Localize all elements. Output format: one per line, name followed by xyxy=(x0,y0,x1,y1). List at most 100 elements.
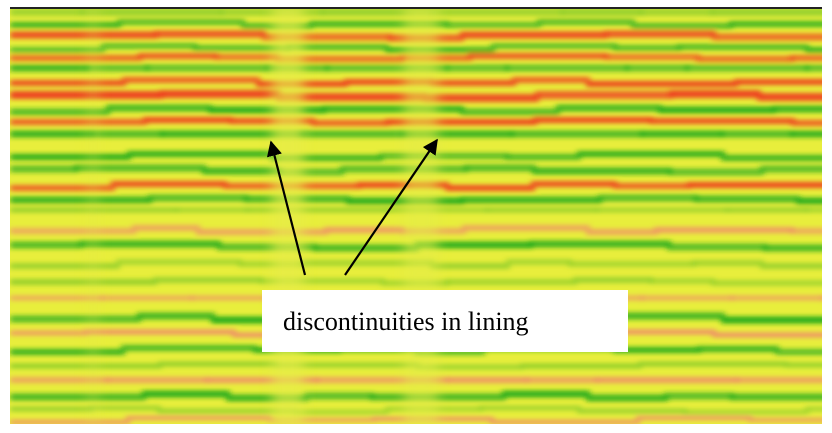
stripe xyxy=(763,245,832,252)
stripe xyxy=(649,118,795,124)
stripe xyxy=(725,208,809,213)
stripe xyxy=(533,117,653,123)
stripe xyxy=(711,280,832,286)
stripe xyxy=(730,296,824,301)
stripe xyxy=(687,182,832,188)
stripe xyxy=(784,363,832,368)
stripe xyxy=(95,208,179,213)
stripe xyxy=(430,80,516,86)
stripe xyxy=(208,107,326,114)
stripe xyxy=(510,131,644,138)
stripe xyxy=(10,331,88,336)
stripe xyxy=(159,90,281,98)
stripe xyxy=(791,120,832,126)
stripe xyxy=(89,406,161,411)
stripe xyxy=(505,154,581,160)
scan-area xyxy=(10,8,832,424)
stripe xyxy=(805,407,832,412)
stripe xyxy=(710,8,832,16)
stripe xyxy=(196,229,328,235)
stripe xyxy=(445,22,541,28)
stripe xyxy=(577,409,687,414)
stripe xyxy=(775,349,832,355)
stripe xyxy=(324,227,404,233)
stripe xyxy=(468,53,608,59)
stripe xyxy=(79,241,221,248)
stripe xyxy=(664,393,734,400)
stripe xyxy=(10,242,83,249)
stripe xyxy=(10,407,93,412)
stripe xyxy=(729,21,832,27)
stripe xyxy=(10,32,158,39)
stripe xyxy=(712,333,832,338)
stripe xyxy=(479,406,581,411)
stripe xyxy=(805,208,832,213)
stripe xyxy=(772,106,832,113)
stripe xyxy=(595,208,729,213)
stripe xyxy=(101,43,197,49)
stripe xyxy=(137,313,215,320)
stripe xyxy=(10,279,157,285)
stripe xyxy=(640,131,724,138)
top-border xyxy=(10,7,822,9)
stripe xyxy=(322,106,464,113)
stripe xyxy=(712,34,832,41)
stripe xyxy=(734,79,832,85)
stripe xyxy=(10,228,136,234)
stripe xyxy=(535,91,673,99)
stripe xyxy=(638,362,788,367)
stripe xyxy=(790,131,832,138)
stripe xyxy=(464,165,536,172)
stripe xyxy=(790,55,832,61)
stripe xyxy=(577,151,725,157)
stripe xyxy=(202,168,282,175)
stripe xyxy=(126,416,272,420)
stripe xyxy=(677,44,809,50)
stripe xyxy=(529,241,671,248)
stripe xyxy=(805,65,832,72)
stripe xyxy=(145,65,269,72)
stripe xyxy=(520,364,642,369)
stripe xyxy=(640,8,714,16)
stripe xyxy=(505,65,629,72)
stripe xyxy=(667,244,767,251)
stripe xyxy=(462,225,590,231)
stripe xyxy=(10,154,131,160)
stripe xyxy=(613,183,691,189)
stripe xyxy=(445,377,529,383)
stripe xyxy=(90,131,164,138)
stripe xyxy=(506,259,572,265)
stripe xyxy=(445,185,535,191)
stripe xyxy=(158,362,278,367)
stripe xyxy=(127,151,275,157)
stripe xyxy=(654,227,794,233)
stripe xyxy=(10,65,89,72)
stripe xyxy=(10,316,141,323)
stripe xyxy=(556,105,662,112)
stripe xyxy=(568,261,696,267)
stripe xyxy=(668,169,764,176)
stripe xyxy=(311,120,389,126)
stripe xyxy=(760,166,832,173)
stripe xyxy=(10,208,99,213)
stripe xyxy=(490,420,640,424)
stripe xyxy=(604,31,716,38)
annotation-label: discontinuities in lining xyxy=(283,307,529,336)
stripe xyxy=(604,54,700,60)
stripe xyxy=(138,53,218,59)
stripe xyxy=(696,56,794,62)
stripe xyxy=(10,420,130,424)
stripe xyxy=(796,198,832,205)
stripe xyxy=(10,119,147,125)
stripe xyxy=(636,416,752,420)
stripe xyxy=(423,94,539,102)
stripe xyxy=(613,45,681,51)
stripe xyxy=(142,391,230,398)
stripe xyxy=(245,208,389,213)
stripe xyxy=(10,394,146,401)
stripe xyxy=(525,377,599,383)
stripe xyxy=(721,317,832,324)
stripe xyxy=(820,296,832,301)
stripe xyxy=(10,349,125,355)
stripe xyxy=(491,43,617,49)
